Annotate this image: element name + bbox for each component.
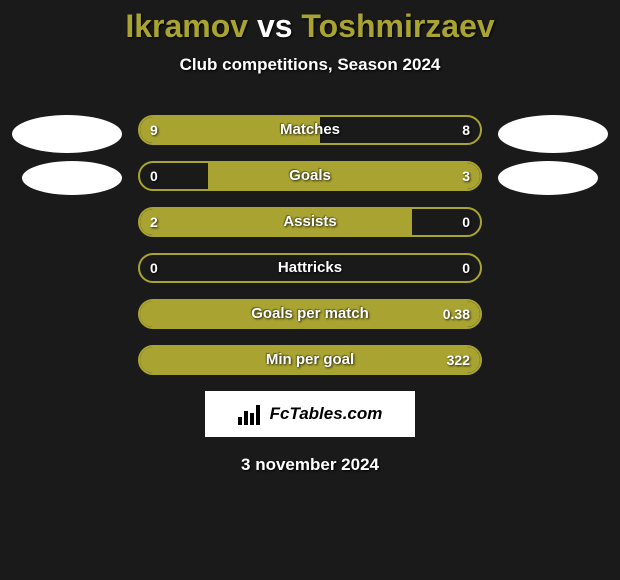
subtitle: Club competitions, Season 2024 [0, 55, 620, 75]
stat-label: Hattricks [140, 255, 480, 281]
chart-area: Matches98Goals03Assists20Hattricks00Goal… [10, 115, 610, 375]
stat-value-right: 322 [447, 347, 470, 373]
stat-value-right: 0.38 [443, 301, 470, 327]
stat-value-right: 0 [462, 209, 470, 235]
player2-avatar [498, 115, 608, 153]
stat-value-left: 2 [150, 209, 158, 235]
stat-row: Goals per match0.38 [138, 299, 482, 329]
stat-row: Hattricks0 0 [138, 253, 482, 283]
player1-name: Ikramov [125, 8, 248, 44]
stat-value-left: 0 [150, 163, 158, 189]
player2-avatar-alt [498, 161, 598, 195]
stat-label: Min per goal [140, 347, 480, 373]
comparison-title: Ikramov vs Toshmirzaev [0, 0, 620, 45]
vs-text: vs [257, 8, 293, 44]
branding-text: FcTables.com [270, 404, 383, 424]
stat-value-right: 8 [462, 117, 470, 143]
player1-avatar [12, 115, 122, 153]
player2-name: Toshmirzaev [301, 8, 494, 44]
stat-value-left: 0 [150, 255, 158, 281]
stat-value-right: 3 [462, 163, 470, 189]
fctables-logo-icon [238, 403, 264, 425]
player1-avatar-alt [22, 161, 122, 195]
stat-value-left: 9 [150, 117, 158, 143]
stat-bars: Matches98Goals03Assists20Hattricks00Goal… [138, 115, 482, 375]
date-text: 3 november 2024 [0, 455, 620, 475]
stat-label: Matches [140, 117, 480, 143]
stat-row: Goals0 3 [138, 161, 482, 191]
stat-row: Matches9 8 [138, 115, 482, 145]
stat-label: Goals per match [140, 301, 480, 327]
stat-label: Assists [140, 209, 480, 235]
stat-label: Goals [140, 163, 480, 189]
stat-row: Assists2 0 [138, 207, 482, 237]
stat-row: Min per goal322 [138, 345, 482, 375]
stat-value-right: 0 [462, 255, 470, 281]
branding-badge[interactable]: FcTables.com [205, 391, 415, 437]
